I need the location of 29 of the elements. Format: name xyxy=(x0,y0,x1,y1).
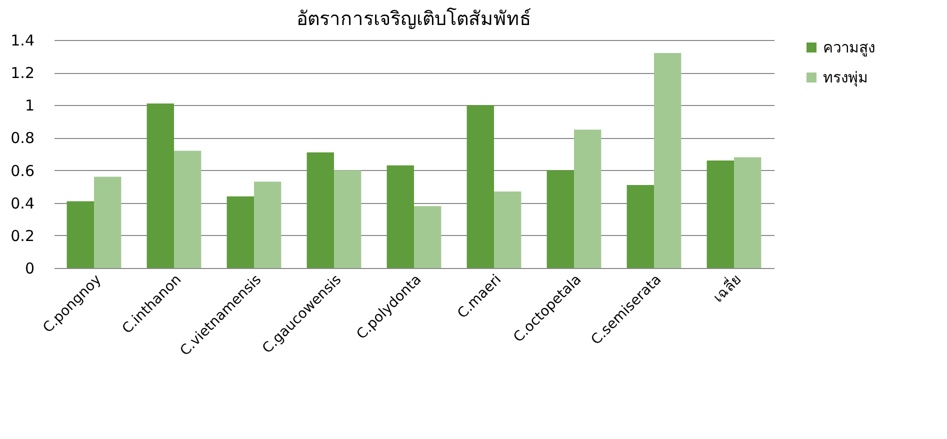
y-tick-label: 1.4 xyxy=(10,32,34,50)
bar xyxy=(574,130,602,268)
bar xyxy=(94,176,122,268)
y-tick-label: 0 xyxy=(24,260,34,278)
y-tick-label: 0.6 xyxy=(10,162,34,180)
y-tick-label: 1.2 xyxy=(10,64,34,82)
legend-label: ทรงพุ่ม xyxy=(823,68,868,88)
bar xyxy=(414,206,442,268)
y-tick-label: 0.2 xyxy=(10,226,34,245)
bar xyxy=(254,182,282,268)
bar xyxy=(306,152,334,268)
bar xyxy=(734,157,762,268)
bar xyxy=(334,170,362,268)
legend-label: ความสูง xyxy=(823,38,875,56)
bar xyxy=(386,165,414,268)
bar xyxy=(66,201,94,268)
y-tick-label: 0.8 xyxy=(10,129,34,148)
bar xyxy=(654,53,682,268)
y-tick-label: 1 xyxy=(24,96,34,115)
bar xyxy=(174,150,202,268)
bar xyxy=(494,191,522,268)
bar xyxy=(226,196,254,268)
bar xyxy=(706,160,734,268)
chart-title: อัตราการเจริญเติบโตสัมพัทธ์ xyxy=(296,7,532,30)
y-tick-label: 0.4 xyxy=(10,194,34,212)
bar xyxy=(146,104,174,268)
bar xyxy=(546,170,574,268)
bar xyxy=(626,184,654,268)
bar xyxy=(466,105,494,268)
